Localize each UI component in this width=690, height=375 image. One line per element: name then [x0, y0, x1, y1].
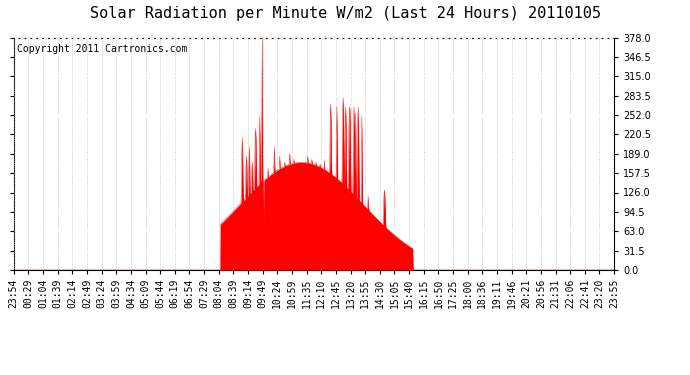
- Text: Copyright 2011 Cartronics.com: Copyright 2011 Cartronics.com: [17, 45, 187, 54]
- Text: Solar Radiation per Minute W/m2 (Last 24 Hours) 20110105: Solar Radiation per Minute W/m2 (Last 24…: [90, 6, 600, 21]
